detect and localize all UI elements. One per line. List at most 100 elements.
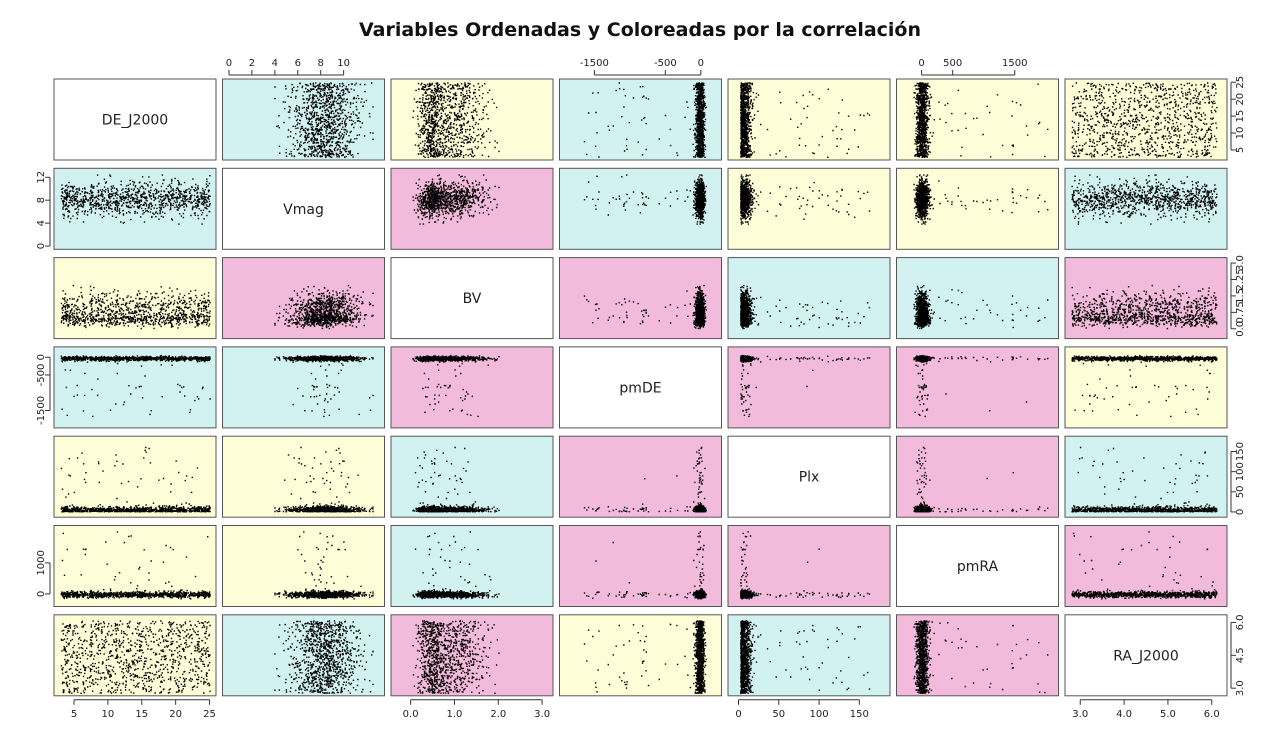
panel-border <box>390 167 554 250</box>
scatter-points <box>274 531 374 600</box>
panel-DE_J2000-vs-DE_J2000: DE_J2000 <box>53 78 217 161</box>
scatter-point-cloud <box>274 620 374 694</box>
panel-pmDE-vs-DE_J2000 <box>53 346 217 429</box>
tick-label: 0 <box>36 354 47 360</box>
panel-border <box>1064 257 1228 340</box>
scatter-points <box>412 620 500 694</box>
scatter-point-cloud <box>1071 284 1218 330</box>
panel-border <box>559 257 722 340</box>
panel-border <box>727 435 891 518</box>
panel-pmRA-vs-RA_J2000 <box>1064 525 1228 607</box>
panel-border <box>222 78 385 161</box>
panel-border <box>1064 78 1228 161</box>
scatter-points <box>60 284 211 330</box>
tick-label: 1.5 <box>1235 288 1246 304</box>
panel-BV-vs-Plx <box>727 257 891 340</box>
scatter-points <box>913 174 1049 225</box>
panel-pmRA-vs-Vmag <box>222 525 385 607</box>
scatter-point-cloud <box>60 284 211 330</box>
panel-border <box>222 257 385 340</box>
panel-border <box>390 346 554 429</box>
panel-border <box>222 346 385 429</box>
panels: DE_J2000 Vmag BV pmDE Plx pmRA RA_J2000 <box>53 78 1228 697</box>
tick-label: 5 <box>71 709 77 720</box>
scatter-points <box>412 531 500 600</box>
scatter-point-cloud <box>583 620 707 694</box>
scatter-point-cloud <box>60 620 211 694</box>
scatter-points <box>1071 284 1218 330</box>
panel-Plx-vs-Vmag <box>222 435 385 518</box>
scatter-points <box>583 82 707 158</box>
scatter-point-cloud <box>740 174 871 225</box>
tick-label: 20 <box>1235 93 1246 106</box>
panel-border <box>727 257 891 340</box>
panel-pmDE-vs-Vmag <box>222 346 385 429</box>
panel-background <box>1065 168 1227 250</box>
scatter-point-cloud <box>583 284 707 330</box>
panel-Plx-vs-RA_J2000 <box>1064 435 1228 518</box>
panel-border <box>559 614 722 697</box>
axis-bottom-DE_J2000: 5 10 15 20 25 <box>71 699 216 720</box>
tick-label: 0.0 <box>1235 321 1246 337</box>
panel-background <box>1065 436 1227 518</box>
panel-border <box>53 614 217 697</box>
panel-background <box>1065 614 1227 696</box>
panel-background <box>559 257 722 339</box>
scatter-point-cloud <box>412 620 500 694</box>
scatter-point-cloud <box>913 284 1049 330</box>
scatter-points <box>913 620 1049 694</box>
scatter-point-cloud <box>913 620 1049 694</box>
scatter-points <box>60 531 211 600</box>
variable-label: pmRA <box>957 559 999 575</box>
panel-border <box>222 614 385 697</box>
tick-label: 0 <box>36 591 47 597</box>
axis-right-RA_J2000: 3.0 4.5 6.0 <box>1230 614 1246 696</box>
axis-top-pmRA: 0 500 1500 <box>918 58 1027 76</box>
panel-DE_J2000-vs-Vmag <box>222 78 385 161</box>
tick-label: 0 <box>735 709 741 720</box>
scatter-points <box>274 446 374 513</box>
tick-label: -500 <box>36 364 47 387</box>
axis-left-pmRA: 0 1000 <box>36 550 51 597</box>
scatter-points <box>740 174 871 225</box>
scatter-points <box>60 620 211 694</box>
panel-border <box>53 435 217 518</box>
scatter-point-cloud <box>583 531 707 600</box>
tick-label: 15 <box>1235 110 1246 123</box>
scatter-point-cloud <box>274 531 374 600</box>
scatter-points <box>60 446 211 513</box>
panel-pmRA-vs-pmDE <box>559 525 722 607</box>
panel-border <box>727 614 891 697</box>
axis-right-BV: 0.00.751.52.253.0 <box>1230 255 1246 337</box>
panel-Vmag-vs-Plx <box>727 167 891 250</box>
tick-label: 2.25 <box>1235 268 1246 290</box>
panel-DE_J2000-vs-RA_J2000 <box>1064 78 1228 161</box>
scatter-points <box>274 620 374 694</box>
scatter-point-cloud <box>740 82 871 158</box>
panel-BV-vs-pmRA <box>896 257 1059 340</box>
axis-right-DE_J2000: 5 10 15 20 25 <box>1230 76 1246 153</box>
panel-Plx-vs-pmRA <box>896 435 1059 518</box>
axes: 5 10 15 20 25 0.0 1.0 2.0 3.0 0 50 100 150 3.0 4.0 5.0 6… <box>36 58 1246 720</box>
panel-border <box>53 78 217 161</box>
tick-label: 6.0 <box>1204 709 1220 720</box>
scatter-point-cloud <box>913 446 1049 513</box>
panel-border <box>896 167 1059 250</box>
tick-label: 3.0 <box>1072 709 1088 720</box>
scatter-points <box>412 354 500 418</box>
panel-Plx-vs-pmDE <box>559 435 722 518</box>
tick-label: 100 <box>1235 462 1246 481</box>
panel-Vmag-vs-BV <box>390 167 554 250</box>
panel-border <box>53 257 217 340</box>
panel-background <box>896 525 1059 607</box>
scatter-point-cloud <box>274 446 374 513</box>
panel-background <box>391 79 553 160</box>
panel-border <box>727 78 891 161</box>
panel-pmDE-vs-BV <box>390 346 554 429</box>
panel-background <box>728 614 890 696</box>
panel-border <box>222 525 385 607</box>
panel-Vmag-vs-Vmag: Vmag <box>222 167 385 250</box>
panel-border <box>559 167 722 250</box>
tick-label: 6 <box>295 58 301 69</box>
